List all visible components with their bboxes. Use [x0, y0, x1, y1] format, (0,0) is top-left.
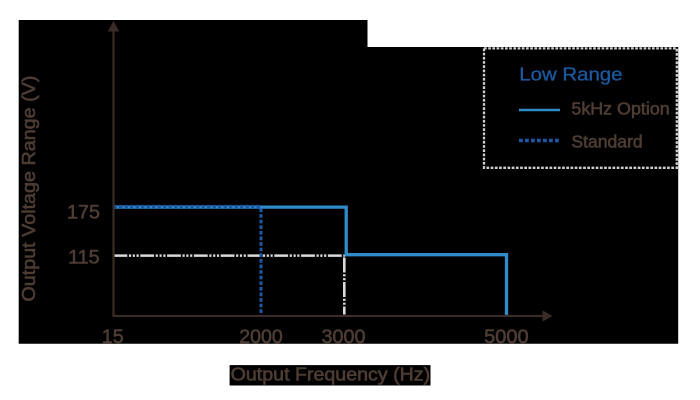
- svg-text:3000: 3000: [322, 327, 366, 348]
- svg-text:175: 175: [67, 202, 100, 224]
- svg-text:Low Range: Low Range: [519, 64, 622, 85]
- svg-text:Output Frequency (Hz): Output Frequency (Hz): [231, 365, 431, 385]
- svg-text:15: 15: [102, 327, 124, 348]
- svg-text:115: 115: [68, 246, 100, 268]
- svg-text:Standard: Standard: [571, 132, 642, 152]
- svg-text:5kHz Option: 5kHz Option: [571, 99, 669, 119]
- svg-text:5000: 5000: [484, 327, 529, 348]
- svg-text:Output Voltage Range (V): Output Voltage Range (V): [18, 76, 39, 302]
- svg-text:2000: 2000: [239, 327, 283, 348]
